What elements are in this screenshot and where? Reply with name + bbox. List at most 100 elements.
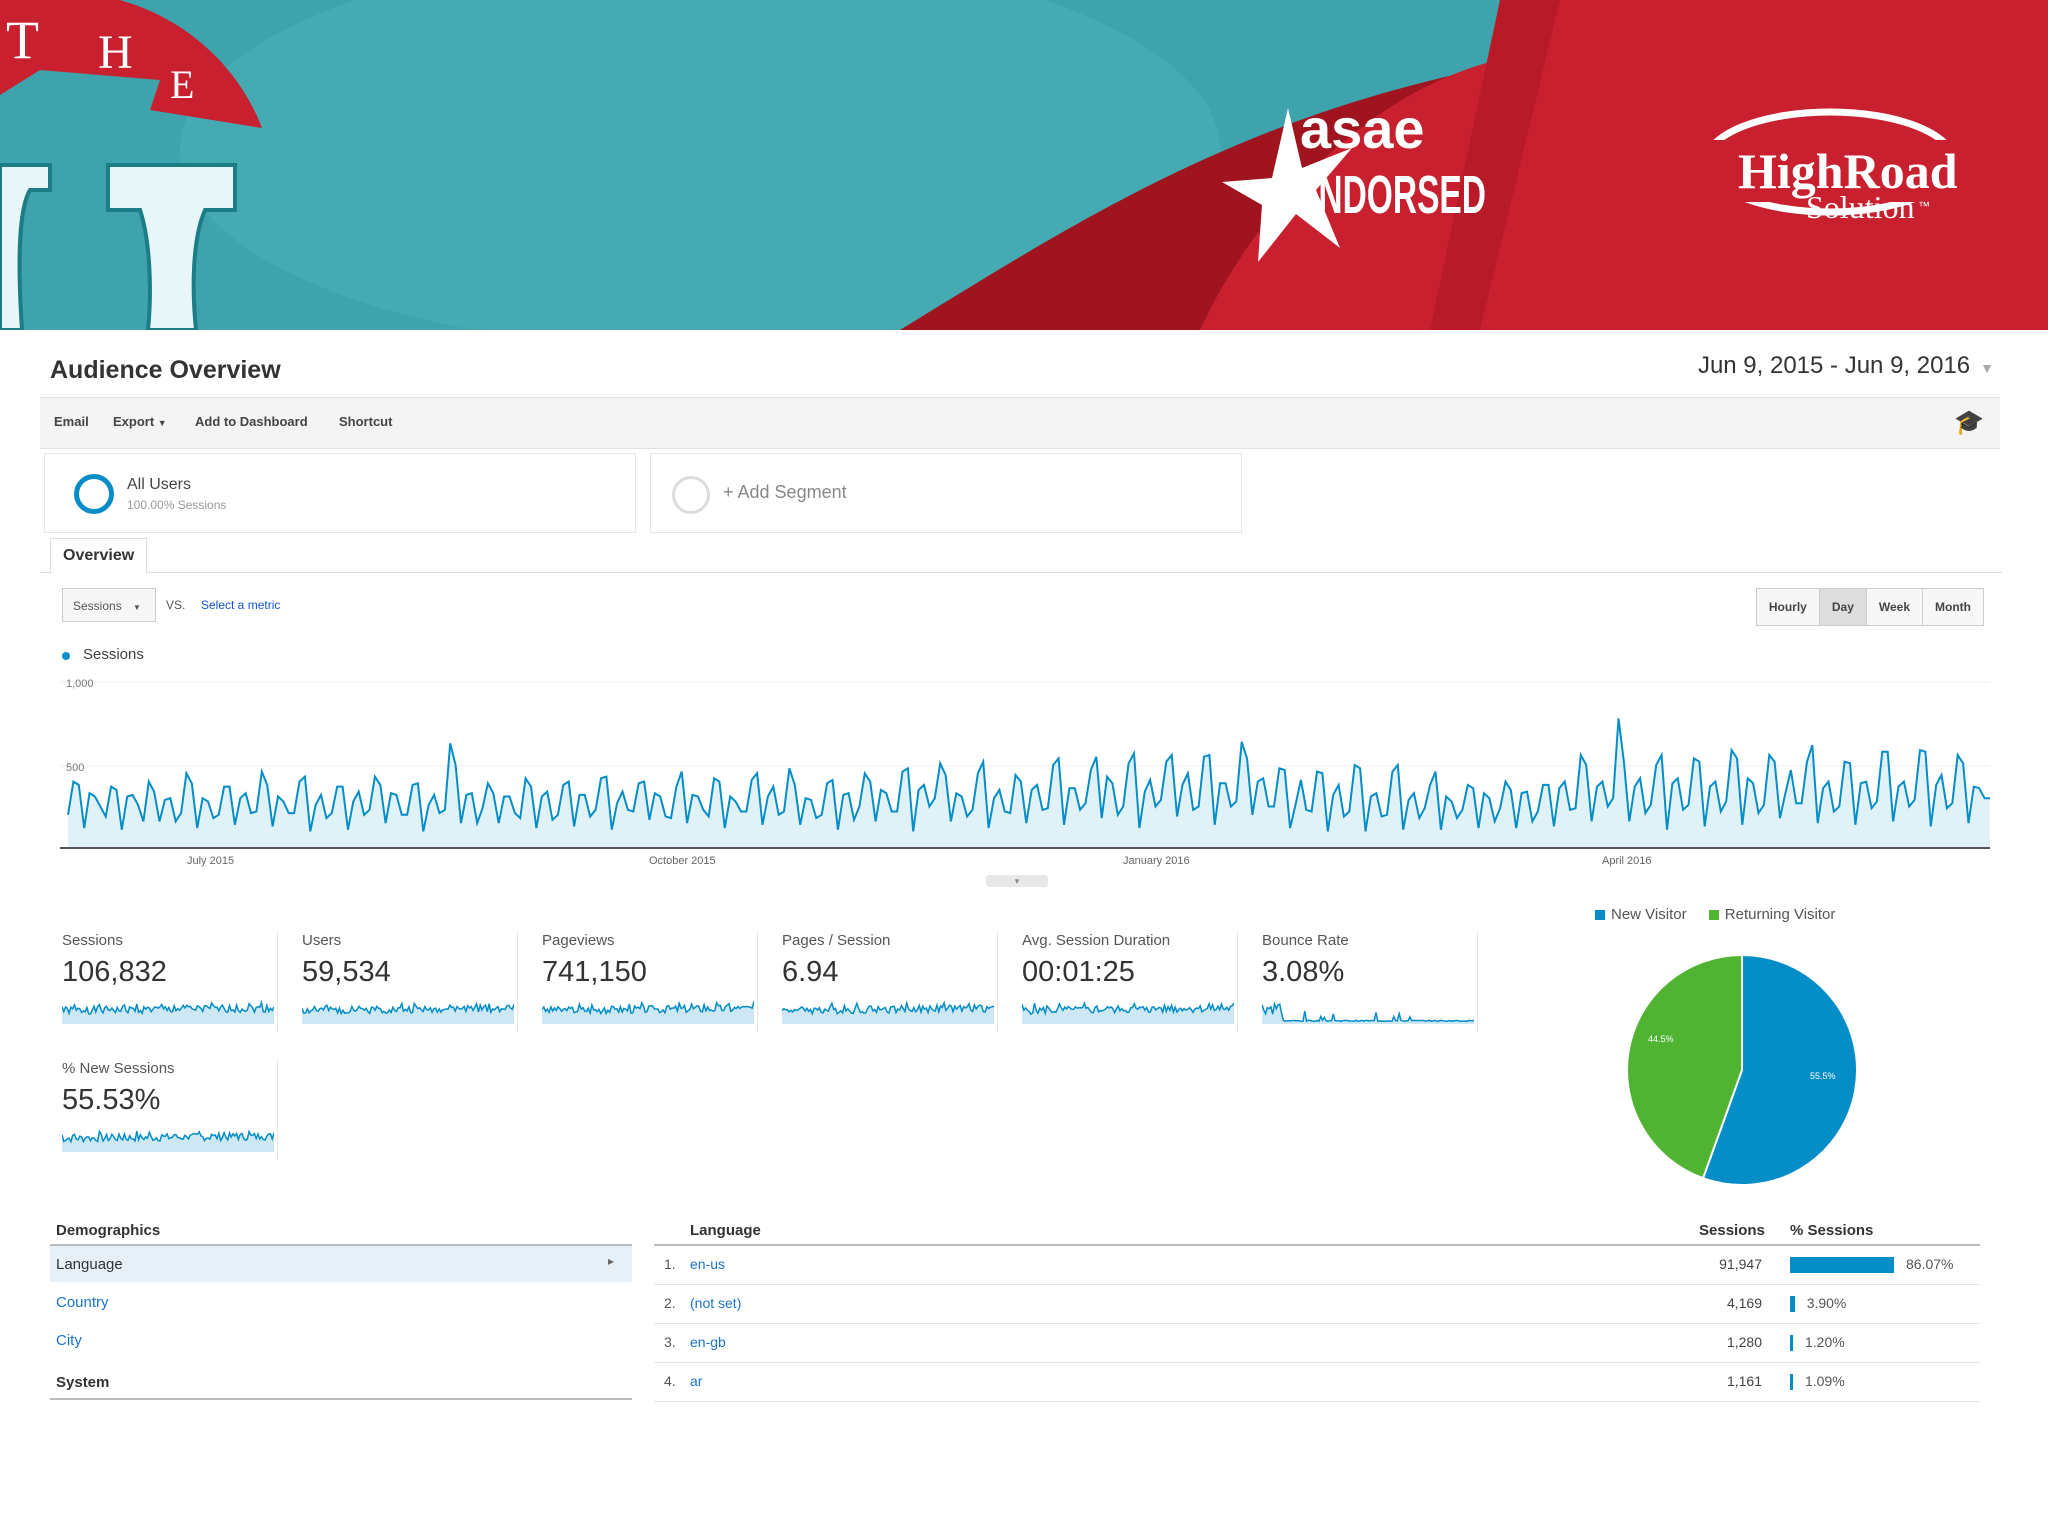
add-to-dashboard-button[interactable]: Add to Dashboard <box>195 414 308 429</box>
page-title: Audience Overview <box>50 356 281 384</box>
banner-block-letter-right <box>106 163 237 330</box>
chart-collapse-handle[interactable]: ▾ <box>986 875 1048 887</box>
email-button[interactable]: Email <box>54 414 89 429</box>
pie-slice-returning-visitor[interactable] <box>1626 953 1743 1180</box>
granularity-week[interactable]: Week <box>1866 589 1924 625</box>
granularity-hourly[interactable]: Hourly <box>1756 589 1820 625</box>
vs-label: VS. <box>166 598 186 612</box>
shortcut-button[interactable]: Shortcut <box>339 414 393 429</box>
language-table-heading: Language <box>690 1222 761 1239</box>
pie-label-returning: 44.5% <box>1648 1034 1674 1044</box>
granularity-toggle: Hourly Day Week Month <box>1755 588 1984 626</box>
add-segment-button[interactable]: + Add Segment <box>650 453 1242 533</box>
pie-slice-new-visitor[interactable] <box>1701 953 1858 1186</box>
sessions-sparkline <box>62 999 274 1024</box>
series-legend-label: Sessions <box>83 646 144 663</box>
sessions-line-chart: 1,000 500 July 2015 October 2015 January… <box>60 678 1990 867</box>
table-row: 4. ar 1,161 1.09% <box>654 1363 1980 1402</box>
demographics-language-label: Language <box>56 1256 123 1273</box>
row-sessions: 1,161 <box>1726 1373 1762 1389</box>
select-metric-link[interactable]: Select a metric <box>201 598 281 612</box>
row-pct-value: 86.07% <box>1906 1256 1954 1272</box>
export-button[interactable]: Export ▼ <box>113 414 167 429</box>
sparkline-line <box>62 999 274 1016</box>
metric-value: 55.53% <box>62 1084 161 1116</box>
sparkline-area <box>62 1131 274 1152</box>
row-rank: 1. <box>664 1256 676 1272</box>
tab-overview[interactable]: Overview <box>50 538 148 574</box>
row-pct-value: 1.09% <box>1805 1373 1845 1389</box>
granularity-day[interactable]: Day <box>1819 589 1867 625</box>
metric-value: 3.08% <box>1262 956 1345 988</box>
endorsed-word: ENDORSED <box>1296 165 1486 225</box>
table-row: 2. (not set) 4,169 3.90% <box>654 1285 1980 1324</box>
demographics-city-link[interactable]: City <box>56 1332 82 1349</box>
table-row: 1. en-us 91,947 86.07% <box>654 1246 1980 1285</box>
highroad-brand-line2: Solution <box>1806 189 1914 225</box>
sparkline-area <box>542 1001 754 1024</box>
language-table-divider <box>654 1244 1980 1246</box>
x-tick-label: January 2016 <box>1123 855 1190 867</box>
date-range-value: Jun 9, 2015 - Jun 9, 2016 <box>1697 352 1971 379</box>
metric-dropdown-value: Sessions <box>73 599 122 613</box>
sparkline-line <box>302 1001 514 1016</box>
banner-highlight <box>180 0 1220 330</box>
row-sessions: 91,947 <box>1719 1256 1762 1272</box>
users-sparkline <box>302 1001 514 1024</box>
chevron-down-icon: ▼ <box>157 418 167 428</box>
chevron-right-icon: ▸ <box>608 1254 615 1268</box>
avg-session-duration-sparkline <box>1022 1001 1234 1024</box>
sessions-column-header[interactable]: Sessions <box>1699 1222 1765 1239</box>
row-language-link[interactable]: en-gb <box>690 1334 726 1350</box>
sparkline-line <box>1262 1001 1474 1023</box>
granularity-month[interactable]: Month <box>1923 589 1983 625</box>
sparkline-area <box>1022 1003 1234 1024</box>
banner-flag <box>0 0 262 128</box>
highroad-brand-line1: HighRoad <box>1738 143 1958 199</box>
pct-sessions-column-header[interactable]: % Sessions <box>1790 1222 1874 1239</box>
chevron-down-icon: ▼ <box>1980 360 1994 376</box>
metric-card-sessions: Sessions 106,832 <box>62 932 278 1032</box>
metric-label: Bounce Rate <box>1262 932 1349 949</box>
metric-card-new-sessions: % New Sessions 55.53% <box>62 1060 278 1160</box>
row-language-link[interactable]: en-us <box>690 1256 726 1272</box>
sessions-line <box>67 718 1990 832</box>
metric-value: 6.94 <box>782 956 839 988</box>
table-row: 3. en-gb 1,280 1.20% <box>654 1324 1980 1363</box>
row-rank: 2. <box>664 1295 676 1311</box>
banner-letter-e: E <box>170 62 194 107</box>
row-rank: 4. <box>664 1373 676 1389</box>
pageviews-sparkline <box>542 1000 754 1024</box>
pie-legend: New Visitor Returning Visitor <box>1595 906 1835 923</box>
asae-word: asae <box>1300 97 1425 160</box>
series-legend-dot <box>62 652 70 660</box>
row-language-link[interactable]: ar <box>690 1373 703 1389</box>
segment-subtitle: 100.00% Sessions <box>127 498 227 512</box>
segment-all-users[interactable]: All Users 100.00% Sessions <box>44 453 636 533</box>
banner: T H E asae ENDORSED HighRoad Solution ™ <box>0 0 2048 330</box>
metric-label: Pages / Session <box>782 932 891 949</box>
banner-block-letter-left <box>0 163 52 330</box>
legend-new-visitor: New Visitor <box>1611 906 1687 923</box>
date-range-picker[interactable]: Jun 9, 2015 - Jun 9, 2016 ▼ <box>1698 352 1994 380</box>
demographics-language-row[interactable] <box>50 1246 632 1282</box>
metric-label: Avg. Session Duration <box>1022 932 1171 949</box>
metric-label: % New Sessions <box>62 1060 175 1077</box>
metric-card-pages-per-session: Pages / Session 6.94 <box>782 932 998 1032</box>
graduation-cap-icon[interactable]: 🎓 <box>1954 409 1984 436</box>
row-language-link[interactable]: (not set) <box>690 1295 742 1311</box>
metric-dropdown[interactable]: Sessions ▼ <box>62 588 156 622</box>
audience-overview-panel: Audience Overview Jun 9, 2015 - Jun 9, 2… <box>40 340 2008 1410</box>
metric-card-pageviews: Pageviews 741,150 <box>542 932 758 1032</box>
sparkline-area <box>302 1003 514 1024</box>
system-heading: System <box>56 1374 110 1391</box>
x-tick-label: July 2015 <box>187 855 234 867</box>
row-pct-value: 1.20% <box>1805 1334 1845 1350</box>
demographics-country-link[interactable]: Country <box>56 1294 109 1311</box>
row-pct-bar <box>1790 1257 1894 1273</box>
banner-letter-t: T <box>6 10 39 70</box>
pages-per-session-sparkline <box>782 1000 994 1024</box>
chevron-down-icon: ▼ <box>133 603 141 612</box>
metric-label: Pageviews <box>542 932 615 949</box>
row-rank: 3. <box>664 1334 676 1350</box>
